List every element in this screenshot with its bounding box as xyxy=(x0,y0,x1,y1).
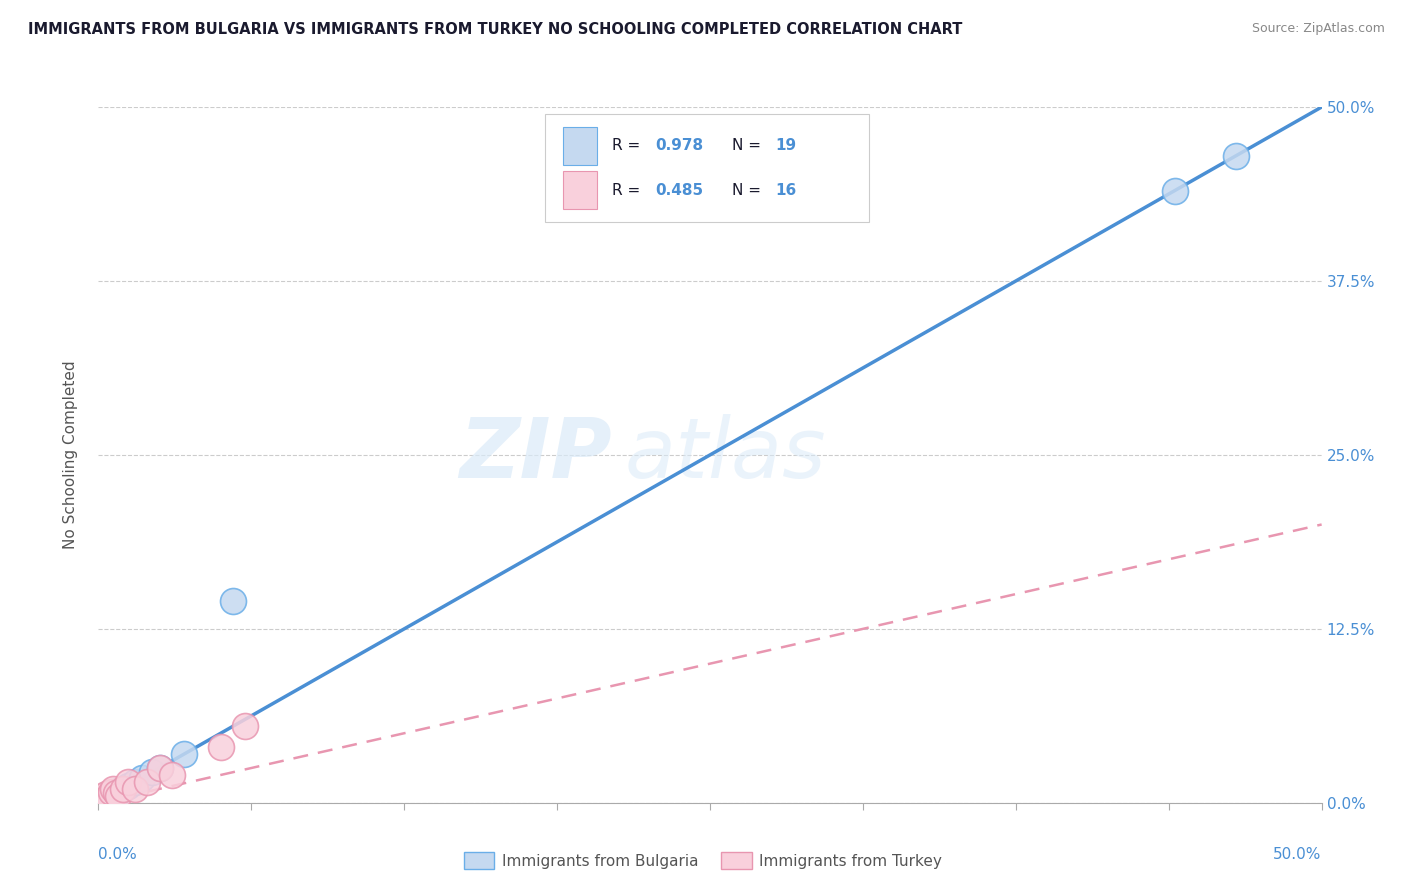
Point xyxy=(222,594,245,608)
Point xyxy=(111,781,134,796)
Point xyxy=(136,775,159,789)
Point xyxy=(149,761,172,775)
Point xyxy=(104,786,127,800)
Point xyxy=(97,790,120,805)
Point xyxy=(149,761,172,775)
Point xyxy=(111,781,134,796)
Text: 16: 16 xyxy=(775,183,796,198)
Point xyxy=(173,747,195,761)
Point xyxy=(100,789,122,803)
Point xyxy=(233,719,256,733)
Point xyxy=(91,793,114,807)
Point xyxy=(141,765,163,780)
Legend: Immigrants from Bulgaria, Immigrants from Turkey: Immigrants from Bulgaria, Immigrants fro… xyxy=(457,846,949,875)
Point xyxy=(91,789,114,803)
Point xyxy=(100,785,122,799)
Text: 19: 19 xyxy=(775,138,796,153)
Point xyxy=(90,791,112,805)
Text: atlas: atlas xyxy=(624,415,827,495)
Point xyxy=(124,781,146,796)
Point xyxy=(160,768,183,782)
Text: 0.978: 0.978 xyxy=(655,138,703,153)
Y-axis label: No Schooling Completed: No Schooling Completed xyxy=(63,360,77,549)
Point xyxy=(101,788,124,802)
Point xyxy=(94,788,117,802)
Text: 50.0%: 50.0% xyxy=(1274,847,1322,862)
Point xyxy=(124,775,146,789)
Point xyxy=(104,786,127,800)
Point xyxy=(107,785,129,799)
Text: N =: N = xyxy=(733,138,766,153)
Point xyxy=(94,791,117,805)
Point xyxy=(90,794,112,808)
Bar xyxy=(564,171,598,210)
Point xyxy=(101,781,124,796)
Text: Source: ZipAtlas.com: Source: ZipAtlas.com xyxy=(1251,22,1385,36)
FancyBboxPatch shape xyxy=(546,114,869,222)
Text: 0.0%: 0.0% xyxy=(98,847,138,862)
Point xyxy=(110,783,132,797)
Text: ZIP: ZIP xyxy=(460,415,612,495)
Point xyxy=(117,775,139,789)
Point xyxy=(107,789,129,803)
Text: R =: R = xyxy=(612,183,645,198)
Point xyxy=(97,790,120,805)
Text: IMMIGRANTS FROM BULGARIA VS IMMIGRANTS FROM TURKEY NO SCHOOLING COMPLETED CORREL: IMMIGRANTS FROM BULGARIA VS IMMIGRANTS F… xyxy=(28,22,963,37)
Point xyxy=(117,779,139,793)
Point xyxy=(1164,184,1187,198)
Text: N =: N = xyxy=(733,183,766,198)
Point xyxy=(131,771,153,785)
Bar xyxy=(564,127,598,165)
Text: R =: R = xyxy=(612,138,645,153)
Text: 0.485: 0.485 xyxy=(655,183,703,198)
Point xyxy=(209,740,232,755)
Point xyxy=(1225,149,1247,163)
